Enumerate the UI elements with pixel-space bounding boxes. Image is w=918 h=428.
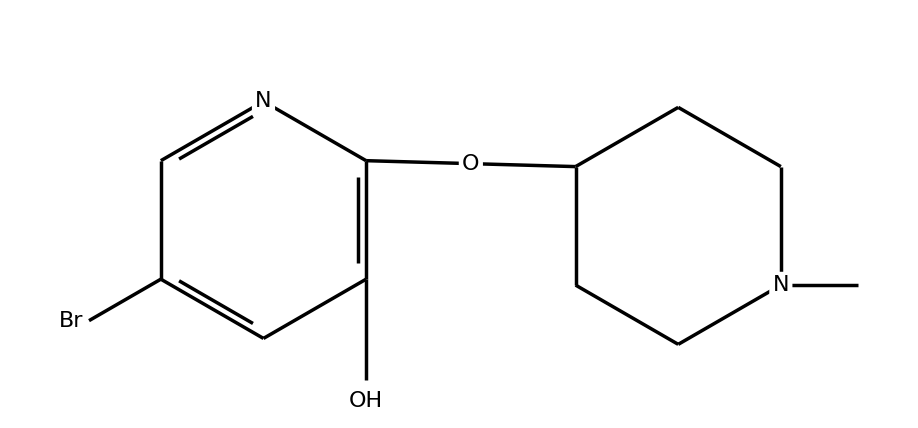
Text: N: N [773,275,789,295]
Text: Br: Br [59,311,84,331]
Text: N: N [255,92,272,111]
Text: O: O [462,154,479,174]
Text: OH: OH [349,391,383,411]
